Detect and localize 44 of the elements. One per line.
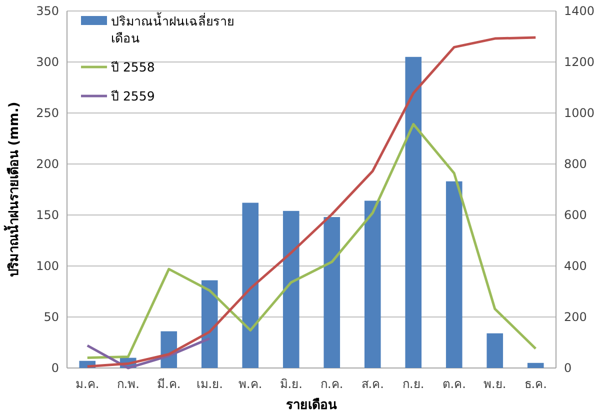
y2-tick-label: 800	[564, 157, 587, 172]
bar	[324, 217, 340, 368]
x-tick-label: ก.พ.	[116, 377, 140, 391]
legend-label: ปี 2558	[111, 59, 155, 74]
x-tick-label: ม.ค.	[76, 377, 100, 391]
bar	[282, 210, 300, 368]
x-tick-label: เม.ย.	[196, 377, 223, 391]
y-tick-label: 150	[36, 208, 59, 222]
y2-tick-label: 1400	[564, 4, 595, 18]
y-axis-title: ปริมาณน้ำฝนรายเดือน (mm.)	[3, 102, 22, 278]
y2-tick-label: 600	[564, 208, 587, 222]
x-tick-label: พ.ค.	[238, 377, 262, 391]
y2-tick-label: 0	[564, 361, 572, 376]
bar	[242, 202, 259, 368]
line-series	[86, 122, 537, 360]
x-tick-label: มี.ค.	[157, 377, 181, 391]
x-tick-label: พ.ย.	[484, 377, 506, 391]
legend-label: ปี 2559	[111, 88, 155, 104]
x-tick-label: ก.ย.	[402, 377, 424, 391]
line-series	[86, 337, 211, 370]
x-tick-label: มิ.ย.	[280, 377, 302, 391]
y-tick-label: 100	[36, 259, 59, 274]
y2-tick-label: 400	[564, 259, 587, 274]
x-tick-label: ก.ค.	[320, 377, 344, 391]
y2-tick-label: 1000	[564, 106, 595, 120]
y2-tick-label: 1200	[564, 55, 595, 70]
y-tick-label: 300	[36, 55, 59, 70]
bar	[364, 200, 381, 368]
y-tick-label: 250	[36, 106, 59, 120]
y2-tick-label: 200	[564, 310, 587, 324]
y-tick-label: 350	[36, 4, 59, 18]
legend-label: ปริมาณน้ำฝนเฉลี่ยรายเดือน	[111, 11, 234, 46]
bar	[201, 280, 218, 368]
x-tick-label: ส.ค.	[361, 377, 384, 391]
y-tick-label: 50	[44, 310, 59, 324]
y-tick-label: 200	[36, 157, 59, 172]
x-tick-label: ต.ค.	[442, 377, 466, 391]
x-tick-label: ธ.ค.	[524, 377, 547, 391]
bar	[446, 181, 462, 368]
y-tick-label: 0	[51, 361, 59, 376]
bar	[405, 56, 422, 368]
bar	[527, 362, 544, 368]
x-axis-title: รายเดือน	[286, 397, 337, 413]
bar	[486, 333, 504, 368]
